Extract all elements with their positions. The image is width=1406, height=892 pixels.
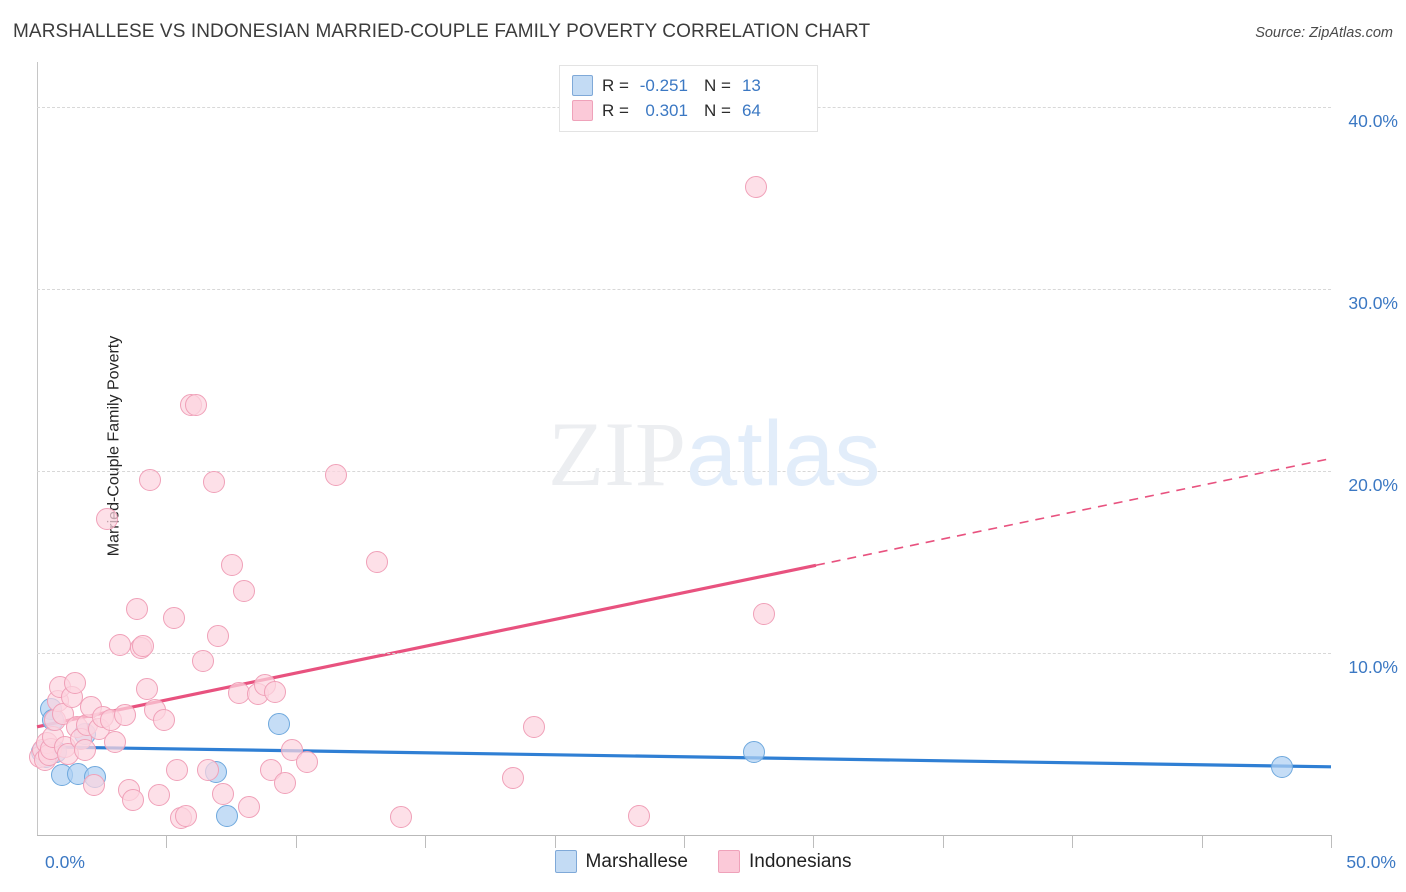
series-legend: Marshallese Indonesians <box>0 850 1406 873</box>
scatter-point-indonesians[interactable] <box>753 603 776 625</box>
stats-r-value-indonesians: 0.301 <box>645 100 688 120</box>
stats-row-marshallese: R = -0.251 N = 13 <box>572 73 807 98</box>
scatter-point-indonesians[interactable] <box>264 681 287 704</box>
scatter-point-indonesians[interactable] <box>73 738 96 761</box>
y-axis-tick-label: 40.0% <box>1348 111 1398 132</box>
x-axis-tick <box>813 835 815 848</box>
trend-line-marshallese <box>36 745 1332 769</box>
scatter-point-indonesians[interactable] <box>627 804 650 827</box>
source-attribution: Source: ZipAtlas.com <box>1255 25 1393 41</box>
x-axis-tick <box>166 835 168 848</box>
scatter-point-indonesians[interactable] <box>165 759 188 782</box>
scatter-point-indonesians[interactable] <box>196 758 219 781</box>
scatter-point-indonesians[interactable] <box>502 766 525 789</box>
legend-swatch-indonesians <box>717 850 740 873</box>
x-axis-tick <box>554 835 556 848</box>
scatter-point-indonesians[interactable] <box>296 751 319 774</box>
legend-item-marshallese[interactable]: Marshallese <box>554 850 688 873</box>
scatter-point-indonesians[interactable] <box>163 606 186 629</box>
scatter-point-indonesians[interactable] <box>132 634 155 657</box>
y-axis-tick-label: 20.0% <box>1348 475 1398 496</box>
plot-area <box>28 62 1332 848</box>
scatter-point-indonesians[interactable] <box>389 805 412 828</box>
x-axis-tick <box>1331 835 1332 848</box>
scatter-point-indonesians[interactable] <box>95 507 118 530</box>
x-axis-tick <box>425 835 427 848</box>
scatter-point-indonesians[interactable] <box>207 624 230 647</box>
scatter-point-indonesians[interactable] <box>82 773 105 796</box>
stats-swatch-marshallese <box>572 75 593 96</box>
stats-n-label-indonesians: N = <box>703 100 731 120</box>
stats-r-label-indonesians: R = <box>602 100 629 120</box>
legend-label-indonesians: Indonesians <box>748 850 852 872</box>
stats-n-value-marshallese: 13 <box>741 75 761 95</box>
y-axis-line <box>37 62 38 835</box>
x-axis-min-label: 0.0% <box>45 852 85 872</box>
x-axis-tick <box>942 835 944 848</box>
correlation-stats-box: R = -0.251 N = 13 R = 0.301 N = 64 <box>559 65 818 132</box>
legend-swatch-marshallese <box>554 850 577 873</box>
x-axis-tick <box>1201 835 1203 848</box>
trend-lines-layer <box>36 457 1332 769</box>
scatter-point-indonesians[interactable] <box>185 393 208 416</box>
scatter-point-indonesians[interactable] <box>745 175 768 198</box>
page-title: MARSHALLESE VS INDONESIAN MARRIED-COUPLE… <box>13 21 871 42</box>
scatter-point-indonesians[interactable] <box>113 703 136 726</box>
trend-line-indonesians <box>815 457 1332 567</box>
scatter-point-marshallese[interactable] <box>267 713 290 736</box>
scatter-point-indonesians[interactable] <box>103 731 126 754</box>
scatter-point-indonesians[interactable] <box>108 633 131 656</box>
scatter-point-marshallese[interactable] <box>1270 755 1293 778</box>
scatter-point-indonesians[interactable] <box>63 672 86 695</box>
x-axis-tick <box>295 835 297 848</box>
scatter-point-indonesians[interactable] <box>238 795 261 818</box>
scatter-point-indonesians[interactable] <box>191 650 214 673</box>
scatter-point-indonesians[interactable] <box>212 783 235 806</box>
scatter-point-indonesians[interactable] <box>233 580 256 603</box>
scatter-point-marshallese[interactable] <box>216 804 239 827</box>
legend-item-indonesians[interactable]: Indonesians <box>717 850 852 873</box>
y-axis-tick-label: 10.0% <box>1348 657 1398 678</box>
x-axis-max-label: 50.0% <box>1346 852 1396 872</box>
scatter-point-indonesians[interactable] <box>366 551 389 574</box>
scatter-point-indonesians[interactable] <box>203 471 226 494</box>
stats-r-label-marshallese: R = <box>602 75 629 95</box>
scatter-point-indonesians[interactable] <box>174 804 197 827</box>
scatter-point-indonesians[interactable] <box>274 772 297 795</box>
stats-swatch-indonesians <box>572 100 593 121</box>
scatter-point-marshallese[interactable] <box>742 741 765 764</box>
scatter-point-indonesians[interactable] <box>147 783 170 806</box>
legend-label-marshallese: Marshallese <box>585 850 688 872</box>
y-axis-tick-label: 30.0% <box>1348 293 1398 314</box>
stats-row-indonesians: R = 0.301 N = 64 <box>572 98 807 123</box>
scatter-point-indonesians[interactable] <box>522 715 545 738</box>
x-axis-tick <box>1072 835 1074 848</box>
stats-n-label-marshallese: N = <box>703 75 731 95</box>
x-axis-tick <box>684 835 685 848</box>
gridline-y <box>37 289 1331 291</box>
gridline-y <box>37 653 1331 655</box>
scatter-point-indonesians[interactable] <box>138 469 161 492</box>
scatter-point-indonesians[interactable] <box>221 553 244 576</box>
scatter-point-indonesians[interactable] <box>121 788 144 811</box>
scatter-point-indonesians[interactable] <box>125 597 148 620</box>
gridline-y <box>37 471 1331 473</box>
stats-r-value-marshallese: -0.251 <box>639 75 688 95</box>
scatter-point-indonesians[interactable] <box>135 677 158 700</box>
stats-n-value-indonesians: 64 <box>741 100 761 120</box>
scatter-point-indonesians[interactable] <box>152 709 175 732</box>
scatter-point-indonesians[interactable] <box>324 463 347 486</box>
